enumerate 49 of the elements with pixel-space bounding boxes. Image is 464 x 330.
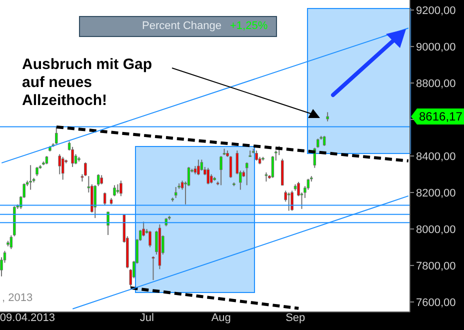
candlestick (10, 234, 13, 250)
y-tick-label: 8800,00 (416, 78, 456, 90)
candlestick (200, 159, 204, 172)
candlestick (326, 112, 329, 122)
candlestick (197, 159, 200, 176)
x-tick-label: Sep (286, 312, 306, 324)
candlestick (316, 138, 320, 148)
candlestick (36, 166, 38, 177)
candlestick (206, 167, 210, 185)
y-tick-label: 8400,00 (416, 150, 456, 163)
text: 8616,17 (419, 110, 463, 124)
annotation: , 2013 (2, 292, 33, 304)
candlestick (152, 256, 155, 281)
candlestick (245, 162, 248, 186)
x-tick-label: 09.04.2013 (0, 312, 55, 324)
candlestick (113, 184, 116, 197)
candlestick (174, 186, 178, 198)
candlestick (142, 221, 145, 237)
candlestick (106, 211, 110, 236)
y-tick-label: 7800,00 (416, 260, 456, 272)
candlestick (29, 164, 32, 190)
candlestick (255, 150, 258, 162)
annotation: Ausbruch mit Gap auf neues Allzeithoch! (22, 56, 154, 110)
annotation: +1,25% (230, 19, 268, 34)
candlestick (94, 184, 96, 219)
candlestick (116, 184, 120, 194)
candlestick (290, 190, 294, 212)
candlestick (210, 174, 213, 184)
info-box: Percent Change +1,25% (79, 16, 277, 37)
y-tick-label: 9000,00 (416, 41, 456, 54)
candlestick (100, 174, 103, 185)
candlestick (220, 156, 222, 186)
x-tick-label: Jul (140, 312, 154, 324)
candlestick (287, 192, 290, 212)
candlestick (103, 192, 106, 206)
candlestick (96, 174, 100, 187)
candlestick (322, 135, 326, 146)
y-tick-label: 7600,00 (416, 296, 456, 309)
candlestick (74, 154, 78, 165)
y-tick-label: 8200,00 (416, 187, 456, 200)
x-tick-label: Aug (211, 312, 231, 324)
candlestick (120, 180, 122, 197)
candlestick (264, 172, 268, 182)
y-tick-label: 9200,00 (416, 4, 456, 17)
candlestick (61, 156, 64, 180)
candlestick (148, 230, 152, 248)
y-tick-label: 8000,00 (416, 224, 456, 236)
candlestick (55, 126, 58, 145)
annotation: Percent Change (142, 19, 222, 34)
